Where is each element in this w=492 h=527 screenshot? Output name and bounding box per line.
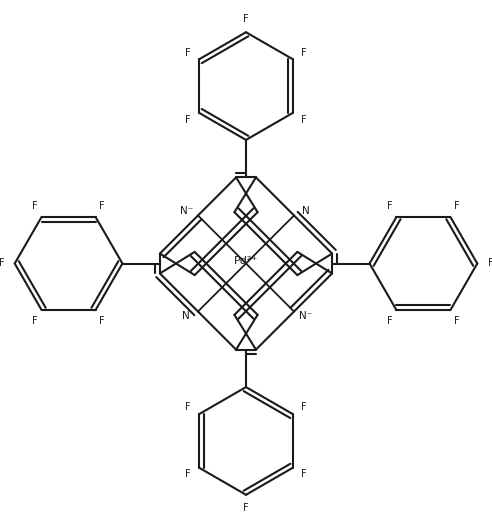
Text: F: F — [0, 259, 4, 268]
Text: F: F — [301, 470, 307, 480]
Text: F: F — [488, 259, 492, 268]
Text: Pd²⁺: Pd²⁺ — [234, 256, 258, 266]
Text: F: F — [99, 317, 105, 327]
Text: F: F — [301, 47, 307, 57]
Text: F: F — [454, 317, 460, 327]
Text: F: F — [454, 200, 460, 210]
Text: F: F — [301, 403, 307, 413]
Text: F: F — [243, 14, 249, 24]
Text: N⁻: N⁻ — [180, 206, 193, 216]
Text: F: F — [32, 317, 38, 327]
Text: F: F — [32, 200, 38, 210]
Text: F: F — [301, 114, 307, 124]
Text: N⁻: N⁻ — [299, 311, 312, 321]
Text: F: F — [99, 200, 105, 210]
Text: F: F — [243, 503, 249, 513]
Text: F: F — [185, 47, 191, 57]
Text: N: N — [302, 206, 309, 216]
Text: F: F — [185, 470, 191, 480]
Text: F: F — [387, 317, 393, 327]
Text: F: F — [185, 114, 191, 124]
Text: F: F — [387, 200, 393, 210]
Text: N: N — [183, 311, 190, 321]
Text: F: F — [185, 403, 191, 413]
